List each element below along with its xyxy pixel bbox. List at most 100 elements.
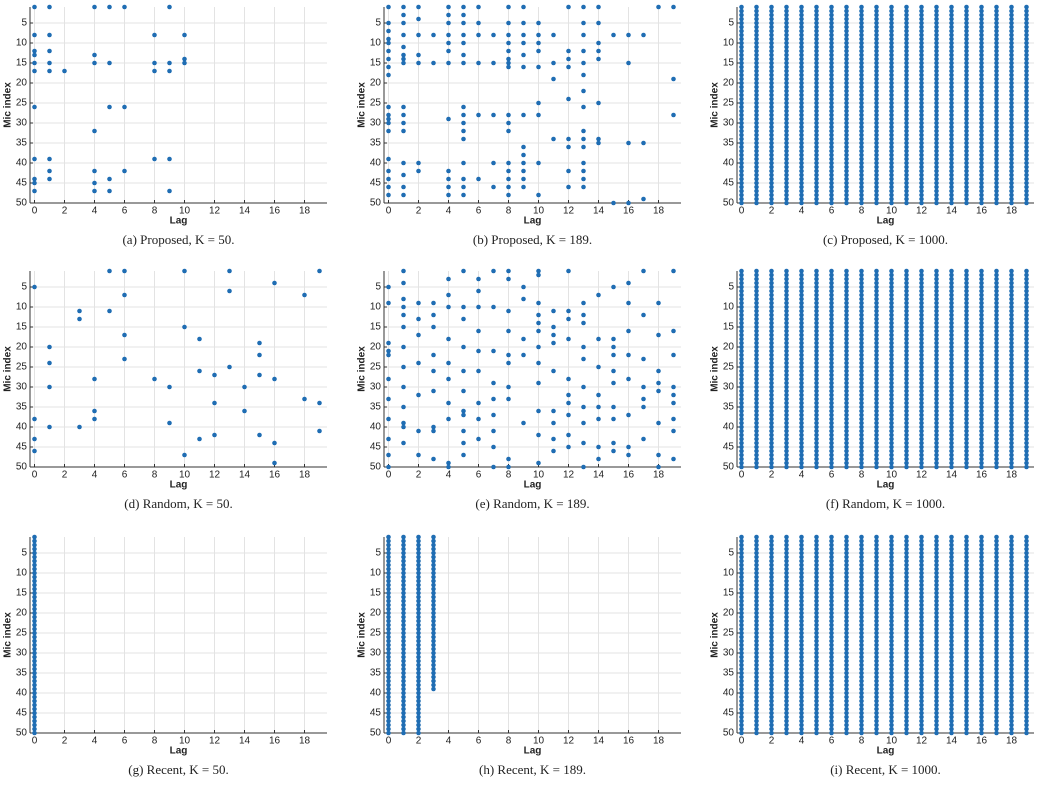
point (671, 428, 676, 434)
point (799, 432, 804, 438)
point (754, 546, 759, 552)
point (979, 356, 984, 362)
point (401, 404, 406, 410)
point (799, 308, 804, 314)
point (799, 180, 804, 186)
point (934, 464, 939, 470)
point (784, 128, 789, 134)
point (904, 400, 909, 406)
point (739, 452, 744, 458)
point (829, 714, 834, 720)
point (626, 300, 631, 306)
point (596, 404, 601, 410)
point (859, 128, 864, 134)
point (167, 188, 172, 194)
point (979, 176, 984, 182)
point (859, 376, 864, 382)
point (889, 356, 894, 362)
point (32, 550, 37, 556)
point (754, 698, 759, 704)
point (874, 136, 879, 142)
point (844, 610, 849, 616)
point (769, 348, 774, 354)
point (859, 698, 864, 704)
point (919, 400, 924, 406)
point (979, 408, 984, 414)
point (904, 96, 909, 102)
point (386, 72, 391, 78)
point (994, 276, 999, 282)
point (844, 598, 849, 604)
point (859, 300, 864, 306)
point (814, 574, 819, 580)
point (401, 658, 406, 664)
point (919, 582, 924, 588)
point (994, 120, 999, 126)
point (844, 24, 849, 30)
point (814, 320, 819, 326)
point (386, 546, 391, 552)
point (904, 694, 909, 700)
point (964, 360, 969, 366)
point (769, 614, 774, 620)
point (889, 598, 894, 604)
point (949, 36, 954, 42)
point (784, 356, 789, 362)
x-tick-label: 14 (593, 206, 605, 217)
point (904, 16, 909, 22)
point (386, 670, 391, 676)
point (874, 88, 879, 94)
point (829, 172, 834, 178)
point (581, 4, 586, 10)
point (964, 104, 969, 110)
point (949, 464, 954, 470)
point (814, 392, 819, 398)
point (611, 284, 616, 290)
point (596, 100, 601, 106)
point (799, 288, 804, 294)
point (799, 538, 804, 544)
point (889, 40, 894, 46)
point (964, 642, 969, 648)
point (47, 48, 52, 54)
point (416, 534, 421, 540)
point (874, 412, 879, 418)
point (889, 272, 894, 278)
point (769, 642, 774, 648)
point (754, 722, 759, 728)
point (754, 324, 759, 330)
point (904, 100, 909, 106)
x-tick-label: 4 (799, 206, 805, 217)
point (769, 428, 774, 434)
point (859, 324, 864, 330)
point (979, 384, 984, 390)
point (401, 546, 406, 552)
point (979, 550, 984, 556)
point (401, 706, 406, 712)
point (979, 444, 984, 450)
point (979, 376, 984, 382)
y-tick-label: 45 (370, 178, 382, 189)
point (536, 112, 541, 118)
point (949, 618, 954, 624)
point (416, 666, 421, 672)
point (401, 574, 406, 580)
point (949, 164, 954, 170)
point (32, 698, 37, 704)
y-tick-label: 10 (723, 38, 735, 49)
point (874, 180, 879, 186)
point (904, 164, 909, 170)
point (904, 288, 909, 294)
point (994, 682, 999, 688)
point (889, 424, 894, 430)
point (1024, 376, 1029, 382)
point (1009, 28, 1014, 34)
point (949, 340, 954, 346)
y-tick-label: 10 (16, 568, 28, 579)
point (979, 196, 984, 202)
point (77, 424, 82, 430)
point (979, 96, 984, 102)
x-tick-label: 12 (209, 736, 221, 747)
point (272, 376, 277, 382)
point (979, 360, 984, 366)
